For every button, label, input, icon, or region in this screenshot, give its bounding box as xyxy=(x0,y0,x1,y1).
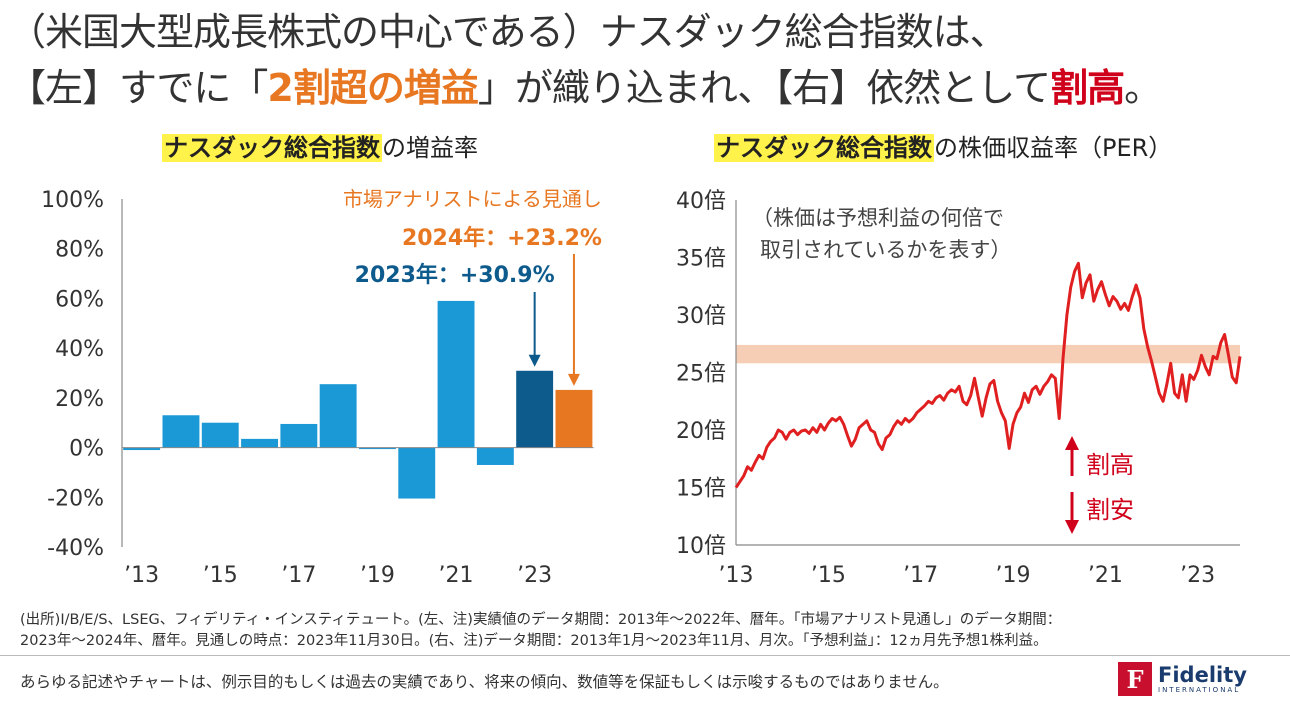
x-tick-label: ’19 xyxy=(996,563,1031,588)
headline-line1: （米国大型成長株式の中心である）ナスダック総合指数は、 xyxy=(8,10,1008,54)
y-tick-label: 20% xyxy=(55,387,104,412)
left-title-rest: の増益率 xyxy=(382,134,478,162)
forecast-value-label: 2024年：+23.2% xyxy=(402,225,602,251)
per-explanation-line1: （株価は予想利益の何倍で xyxy=(752,206,1004,230)
y-tick-label: 15倍 xyxy=(676,477,726,502)
bar-2022 xyxy=(476,447,514,465)
y-tick-label: 0% xyxy=(69,437,104,462)
bar-2013 xyxy=(123,447,161,451)
per-line-chart: 40倍 35倍 30倍 25倍 20倍 15倍 10倍 ’13 ’15 ’17 ’19 ’21 ’23 （… xyxy=(676,189,1242,588)
y-tick-label: 60% xyxy=(55,287,104,312)
x-tick-label: ’17 xyxy=(903,563,938,588)
undervalued-label: 割安 xyxy=(1086,496,1134,524)
bar-2016 xyxy=(241,438,278,448)
right-chart-title: ナスダック総合指数の株価収益率（PER） xyxy=(714,128,1172,163)
y-tick-label: 80% xyxy=(55,238,104,263)
footnote-line1: (出所)I/B/E/S、LSEG、フィデリティ・インスティテュート。(左、注)実… xyxy=(20,612,1062,628)
fidelity-logo: F Fidelity INTERNATIONAL xyxy=(1118,662,1247,696)
bar-2019 xyxy=(359,447,396,450)
bar-2024 xyxy=(555,389,593,448)
left-chart-title: ナスダック総合指数の増益率 xyxy=(162,128,478,163)
arrow-2023-head xyxy=(528,354,541,367)
headline: （米国大型成長株式の中心である）ナスダック総合指数は、 【左】すでに「2割超の増… xyxy=(8,4,1283,116)
x-tick-label: ’23 xyxy=(1180,563,1215,588)
source-footnote: (出所)I/B/E/S、LSEG、フィデリティ・インスティテュート。(左、注)実… xyxy=(20,610,1061,652)
x-tick-label: ’19 xyxy=(360,563,395,588)
headline-line2: 【左】すでに「2割超の増益」が織り込まれ、【右】依然として割高。 xyxy=(8,60,1283,116)
overvalued-label: 割高 xyxy=(1086,451,1134,479)
logo-name: Fidelity xyxy=(1158,663,1247,687)
footer-divider xyxy=(0,655,1290,656)
headline-line2-c: 」が織り込まれ、【右】依然として xyxy=(477,66,1051,110)
y-tick-label: -20% xyxy=(47,486,104,511)
y-tick-label: 100% xyxy=(41,188,104,213)
y-tick-label: 25倍 xyxy=(676,362,726,387)
bar-2014 xyxy=(162,415,200,448)
x-tick-label: ’23 xyxy=(517,563,552,588)
y-tick-label: 20倍 xyxy=(676,419,726,444)
headline-emphasis-profit: 2割超の増益 xyxy=(267,66,478,110)
headline-line2-e: 。 xyxy=(1124,66,1162,110)
left-title-highlight: ナスダック総合指数 xyxy=(162,134,382,162)
logo-text: Fidelity INTERNATIONAL xyxy=(1158,664,1247,694)
headline-line2-a: 【左】すでに「 xyxy=(8,66,268,110)
footnote-line2: 2023年～2024年、暦年。見通しの時点：2023年11月30日。(右、注)デ… xyxy=(20,633,1048,649)
x-tick-label: ’21 xyxy=(439,563,474,588)
y-tick-label: -40% xyxy=(47,536,104,561)
x-tick-label: ’17 xyxy=(281,563,316,588)
y-tick-label: 30倍 xyxy=(676,304,726,329)
average-band xyxy=(736,344,1240,364)
y-tick-label: 35倍 xyxy=(676,247,726,272)
disclaimer-text: あらゆる記述やチャートは、例示目的もしくは過去の実績であり、将来の傾向、数値等を… xyxy=(20,673,949,691)
right-title-highlight: ナスダック総合指数 xyxy=(714,134,934,162)
forecast-label: 市場アナリストによる見通し xyxy=(343,187,602,211)
bar-2021 xyxy=(437,300,475,448)
up-arrow-icon xyxy=(1065,436,1079,450)
bar-2015 xyxy=(201,422,239,448)
x-tick-label: ’15 xyxy=(203,563,238,588)
per-explanation-line2: 取引されているかを表す） xyxy=(760,238,1011,262)
logo-icon: F xyxy=(1118,662,1152,696)
y-tick-label: 40倍 xyxy=(676,189,726,214)
earnings-growth-bar-chart: 100% 80% 60% 40% 20% 0% -20% -40% ’13 ’15 ’17 ’19 ’2… xyxy=(41,187,602,588)
label-2023: 2023年：+30.9% xyxy=(355,262,555,288)
x-tick-label: ’15 xyxy=(811,563,846,588)
x-tick-label: ’21 xyxy=(1088,563,1123,588)
down-arrow-icon xyxy=(1065,520,1079,534)
y-tick-label: 40% xyxy=(55,337,104,362)
per-series-line xyxy=(734,261,1242,489)
x-tick-label: ’13 xyxy=(719,563,754,588)
bar-2020 xyxy=(398,447,436,499)
bar-2018 xyxy=(319,384,357,448)
logo-subtitle: INTERNATIONAL xyxy=(1158,686,1241,694)
arrow-2024-head xyxy=(567,373,580,386)
headline-emphasis-overvalued: 割高 xyxy=(1050,66,1125,110)
x-tick-label: ’13 xyxy=(124,563,159,588)
y-tick-label: 10倍 xyxy=(676,534,726,559)
bar-2017 xyxy=(280,423,318,448)
right-title-rest: の株価収益率（PER） xyxy=(934,134,1173,162)
bar-2023 xyxy=(516,370,554,448)
